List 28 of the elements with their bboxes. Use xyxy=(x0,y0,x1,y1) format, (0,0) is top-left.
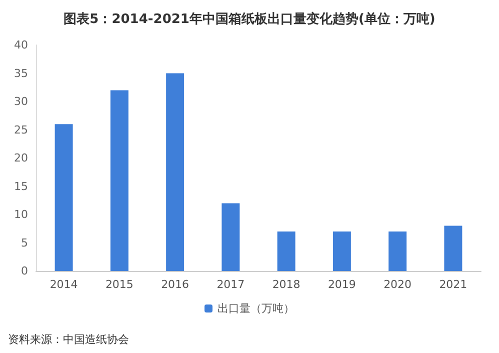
text: 资料来源：中国造纸协会 xyxy=(8,333,129,346)
bar xyxy=(110,90,128,271)
y-tick-label: 30 xyxy=(14,95,28,108)
bar xyxy=(222,203,240,271)
y-tick-label: 15 xyxy=(14,180,28,193)
x-tick-label: 2020 xyxy=(384,278,412,291)
y-tick-label: 0 xyxy=(21,264,28,278)
bar xyxy=(332,231,351,271)
chart-title: 图表5：2014-2021年中国箱纸板出口量变化趋势(单位：万吨) xyxy=(64,11,436,27)
x-tick-label: 2014 xyxy=(50,278,78,291)
y-tick-label: 20 xyxy=(14,152,28,164)
y-tick-label: 40 xyxy=(14,38,28,52)
bar xyxy=(54,124,73,271)
x-tick-label: 2019 xyxy=(328,278,356,291)
bar xyxy=(166,73,184,271)
x-tick-label: 2021 xyxy=(439,278,468,291)
y-tick-label: 25 xyxy=(14,123,28,136)
legend-label: 出口量（万吨） xyxy=(218,302,294,315)
bar xyxy=(388,231,407,271)
x-tick-label: 2015 xyxy=(105,278,134,291)
x-tick-label: 2018 xyxy=(272,278,300,291)
x-tick-label: 2016 xyxy=(161,278,190,291)
y-tick-label: 35 xyxy=(14,66,28,80)
bar xyxy=(277,231,296,271)
x-tick-label: 2017 xyxy=(216,278,245,291)
y-tick-label: 10 xyxy=(14,208,28,221)
y-tick-label: 5 xyxy=(21,236,28,250)
bar xyxy=(444,226,462,271)
